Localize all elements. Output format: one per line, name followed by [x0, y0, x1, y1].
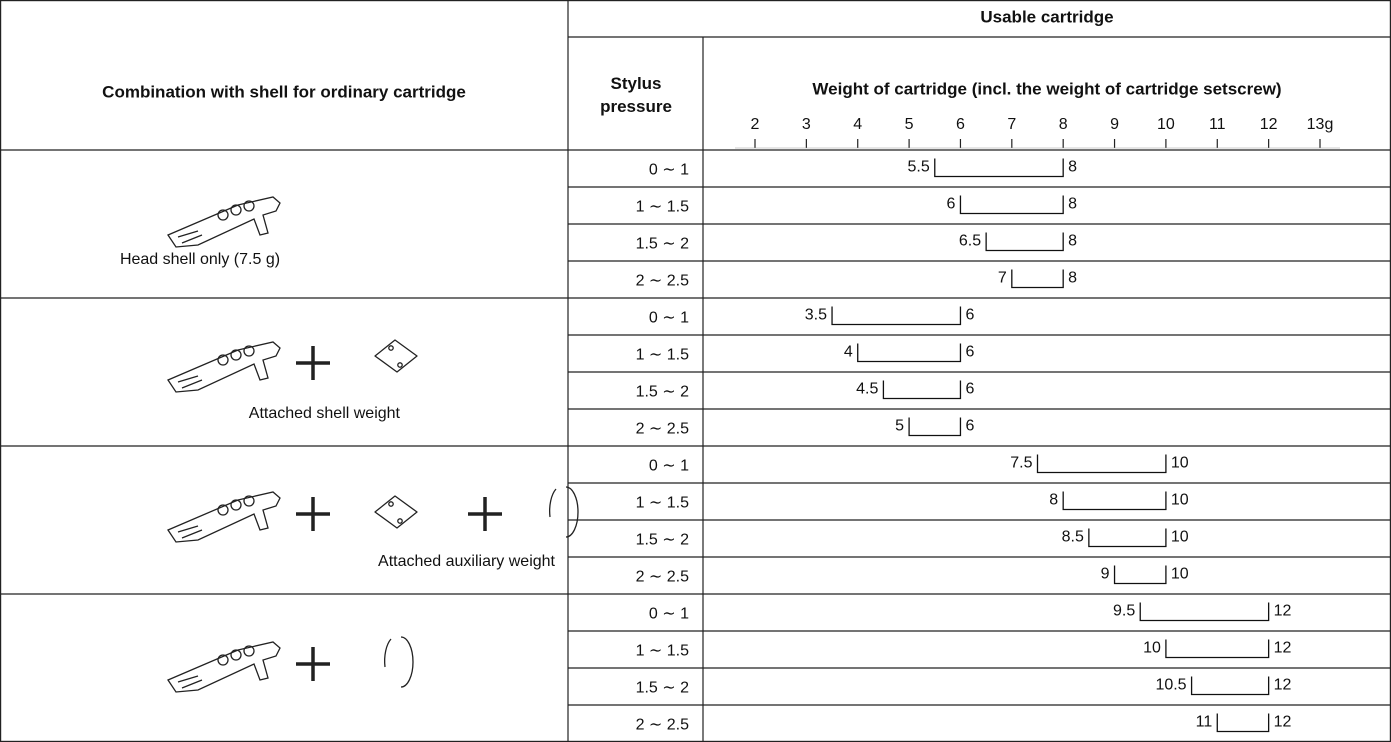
range-max-label: 12: [1274, 677, 1292, 694]
pressure: 1 ∼ 1.5: [636, 643, 690, 660]
scale-tick-label: 7: [1007, 116, 1016, 133]
pressure: 2 ∼ 2.5: [636, 569, 690, 586]
header-usable: Usable cartridge: [980, 7, 1113, 26]
range-min-label: 6.5: [959, 233, 981, 250]
range-min-label: 5.5: [908, 159, 930, 176]
range-max-label: 10: [1171, 492, 1189, 509]
header-pressure-box: Stylus pressure: [600, 74, 672, 116]
pressure: 1 ∼ 1.5: [636, 199, 690, 216]
range-max-label: 6: [965, 344, 974, 361]
group-caption: Head shell only (7.5 g): [120, 251, 280, 268]
scale-tick-label: 2: [751, 116, 760, 133]
range-bracket: [1062, 491, 1167, 511]
pressure: 1.5 ∼ 2: [636, 532, 690, 549]
group-caption: Attached shell weight: [249, 405, 401, 422]
scale-tick-label: 11: [1209, 116, 1226, 133]
range-bracket: [882, 380, 962, 400]
range-max-label: 8: [1068, 233, 1077, 250]
range-bracket: [1190, 676, 1270, 696]
scale-tick-label: 3: [802, 116, 811, 133]
range-max-label: 6: [965, 381, 974, 398]
range-max-label: 6: [965, 418, 974, 435]
range-bracket: [959, 195, 1064, 215]
range-min-label: 8.5: [1062, 529, 1084, 546]
range-min-label: 11: [1196, 714, 1213, 731]
range-min-label: 7.5: [1010, 455, 1032, 472]
range-bracket: [934, 158, 1064, 178]
range-bracket: [1011, 269, 1064, 289]
range-min-label: 10.5: [1155, 677, 1186, 694]
pressure: 1 ∼ 1.5: [636, 347, 690, 364]
scale-tick-label: 10: [1157, 116, 1175, 133]
pressure: 2 ∼ 2.5: [636, 717, 690, 734]
range-max-label: 8: [1068, 196, 1077, 213]
range-bracket: [1165, 639, 1270, 659]
range-max-label: 12: [1274, 603, 1292, 620]
range-max-label: 8: [1068, 159, 1077, 176]
scale-tick-label: 9: [1110, 116, 1119, 133]
range-bracket: [1139, 602, 1270, 622]
range-min-label: 5: [895, 418, 904, 435]
scale-tick-label: 12: [1260, 116, 1278, 133]
scale-tick-label: 13g: [1307, 116, 1334, 133]
range-bracket: [1088, 528, 1167, 548]
range-min-label: 3.5: [805, 307, 827, 324]
range-min-label: 4.5: [856, 381, 878, 398]
range-max-label: 10: [1171, 455, 1189, 472]
pressure: 2 ∼ 2.5: [636, 273, 690, 290]
scale-tick-label: 5: [905, 116, 914, 133]
range-min-label: 7: [998, 270, 1007, 287]
group-icons: [167, 196, 579, 693]
header-left: Combination with shell for ordinary cart…: [102, 82, 466, 101]
range-bracket: [908, 417, 962, 437]
pressure: 1 ∼ 1.5: [636, 495, 690, 512]
pressure: 1.5 ∼ 2: [636, 236, 690, 253]
pressure: 0 ∼ 1: [649, 458, 689, 475]
range-min-label: 9: [1101, 566, 1110, 583]
scale-tick-label: 8: [1059, 116, 1068, 133]
range-bracket: [1036, 454, 1167, 474]
pressure: 2 ∼ 2.5: [636, 421, 690, 438]
header-weight: Weight of cartridge (incl. the weight of…: [812, 79, 1281, 98]
pressure: 1.5 ∼ 2: [636, 384, 690, 401]
scale-tick-label: 4: [853, 116, 862, 133]
pressure: 0 ∼ 1: [649, 606, 689, 623]
range-max-label: 12: [1274, 640, 1292, 657]
header-pressure: Stylus pressure: [600, 74, 672, 116]
range-bracket: [985, 232, 1064, 252]
range-min-label: 4: [844, 344, 853, 361]
range-min-label: 9.5: [1113, 603, 1135, 620]
range-min-label: 8: [1049, 492, 1058, 509]
range-bracket: [857, 343, 962, 363]
range-bracket: [831, 306, 962, 326]
pressure: 0 ∼ 1: [649, 310, 689, 327]
range-max-label: 10: [1171, 566, 1189, 583]
range-min-label: 6: [947, 196, 956, 213]
group-caption: Attached auxiliary weight: [378, 553, 556, 570]
range-bracket: [1113, 565, 1167, 585]
range-max-label: 10: [1171, 529, 1189, 546]
range-min-label: 10: [1143, 640, 1161, 657]
range-bracket: [1216, 713, 1270, 733]
range-max-label: 12: [1274, 714, 1292, 731]
scale-tick-label: 6: [956, 116, 965, 133]
range-max-label: 6: [965, 307, 974, 324]
range-max-label: 8: [1068, 270, 1077, 287]
pressure: 1.5 ∼ 2: [636, 680, 690, 697]
pressure: 0 ∼ 1: [649, 162, 689, 179]
